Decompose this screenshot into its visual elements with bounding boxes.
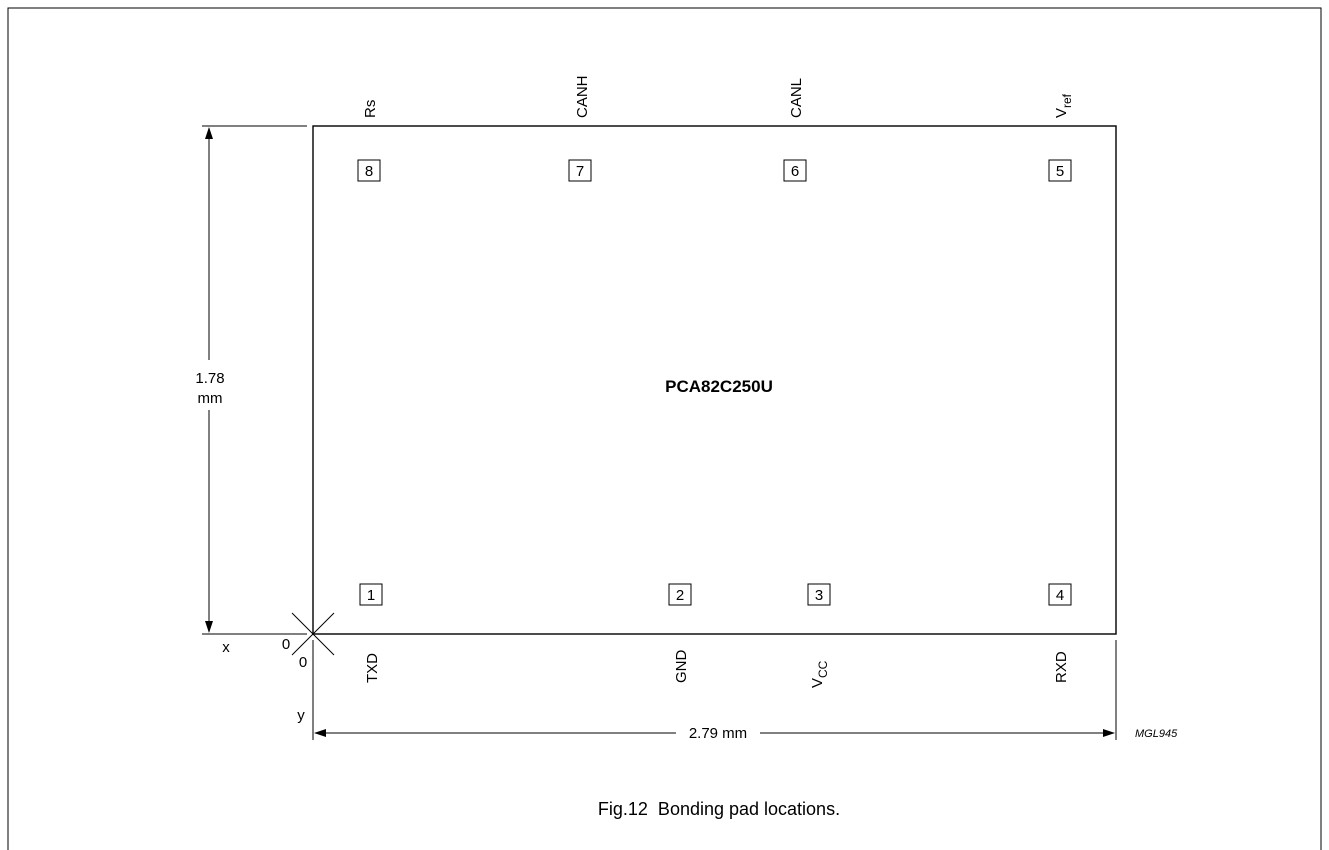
chip-name: PCA82C250U [665,377,773,396]
pin-label-rs: Rs [362,100,379,118]
height-unit: mm [198,390,223,407]
pad-3: 3 [807,583,831,606]
pad-1-box [359,583,383,606]
pad-1: 1 [359,583,383,606]
pin-label-rxd: RXD [1053,651,1070,683]
width-value: 2.79 mm [689,725,747,742]
pad-5-box [1048,159,1072,182]
pin-label-txd: TXD [364,653,381,683]
pad-7-number: 7 [576,163,584,180]
height-value: 1.78 [195,370,224,387]
pin-label-vref-sub: ref [1060,93,1074,108]
pad-7: 7 [568,159,592,182]
pad-3-number: 3 [815,587,823,604]
die-outline [312,125,1117,635]
pin-label-vref-main: V [1053,108,1070,118]
pad-2-box [668,583,692,606]
pin-label-canh: CANH [574,75,591,118]
pin-label-vcc-main: V [809,678,826,688]
pad-5: 5 [1048,159,1072,182]
pad-4-box [1048,583,1072,606]
axis-x-label: x [222,639,230,656]
pad-8-number: 8 [365,163,373,180]
figure-caption: Fig.12 Bonding pad locations. [598,799,840,819]
pad-1-number: 1 [367,587,375,604]
pad-7-box [568,159,592,182]
pad-6-box [783,159,807,182]
pad-8-box [357,159,381,182]
pad-2: 2 [668,583,692,606]
pin-label-vref: Vref [1053,93,1074,118]
pad-2-number: 2 [676,587,684,604]
pin-label-vcc: VCC [809,660,830,688]
origin-x-label: 0 [282,636,290,653]
pad-3-box [807,583,831,606]
origin-cross-b [291,612,335,656]
pad-8: 8 [357,159,381,182]
origin-y-label: 0 [299,654,307,671]
pad-4: 4 [1048,583,1072,606]
drawing-code: MGL945 [1135,728,1178,740]
pad-4-number: 4 [1056,587,1064,604]
pad-5-number: 5 [1056,163,1064,180]
pad-6: 6 [783,159,807,182]
figure-frame [7,7,1322,850]
pad-6-number: 6 [791,163,799,180]
pin-label-gnd: GND [673,650,690,684]
axis-y-label: y [297,707,305,724]
pin-label-vcc-sub: CC [816,660,830,678]
pin-label-canl: CANL [788,78,805,118]
